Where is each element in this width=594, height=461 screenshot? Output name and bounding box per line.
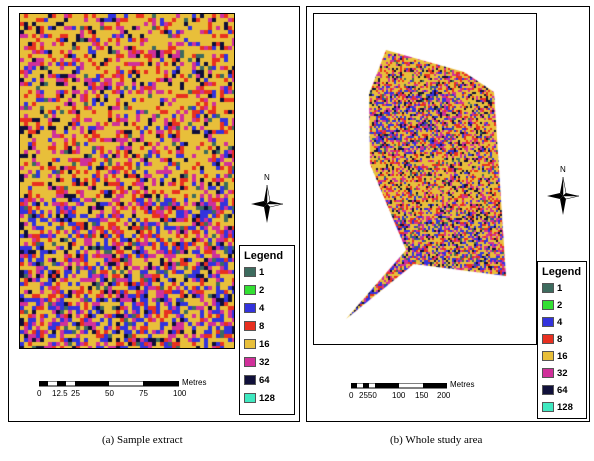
legend: Legend 1 2 4 8 16 32 64 128 (239, 245, 295, 415)
scale-tick: 25 (71, 389, 80, 398)
legend: Legend 1 2 4 8 16 32 64 128 (537, 261, 587, 419)
scale-bar-graphic (351, 383, 447, 389)
legend-title: Legend (542, 266, 582, 278)
legend-swatch (542, 385, 554, 395)
legend-swatch (542, 317, 554, 327)
legend-label: 2 (259, 284, 265, 296)
north-arrow: N (249, 173, 285, 223)
legend-item: 32 (244, 356, 270, 368)
scale-tick: 75 (139, 389, 148, 398)
legend-label: 4 (259, 302, 265, 314)
legend-swatch (244, 303, 256, 313)
sample-extract-raster (20, 14, 234, 348)
scale-tick: 150 (415, 391, 429, 400)
legend-swatch (244, 339, 256, 349)
north-label: N (264, 173, 270, 182)
panel-whole-study-area: N Legend 1 2 4 8 16 32 64 128 Metres 0 2550 100… (306, 6, 590, 422)
legend-swatch (542, 334, 554, 344)
legend-item: 4 (244, 302, 264, 314)
scale-unit: Metres (450, 380, 475, 389)
legend-label: 32 (259, 356, 270, 368)
north-arrow: N (545, 165, 581, 215)
legend-item: 1 (542, 282, 562, 294)
legend-label: 1 (259, 266, 265, 278)
legend-swatch (244, 267, 256, 277)
legend-label: 128 (557, 401, 573, 413)
legend-swatch (542, 283, 554, 293)
legend-item: 16 (542, 350, 568, 362)
whole-study-area-map (313, 13, 537, 345)
scale-tick: 200 (437, 391, 451, 400)
legend-label: 16 (259, 338, 270, 350)
legend-swatch (542, 351, 554, 361)
legend-label: 4 (557, 316, 563, 328)
caption-b: (b) Whole study area (390, 434, 483, 446)
caption-a: (a) Sample extract (102, 434, 183, 446)
north-label: N (560, 165, 566, 174)
compass-rose-icon (251, 184, 284, 223)
legend-swatch (244, 375, 256, 385)
legend-swatch (244, 393, 256, 403)
legend-title: Legend (244, 250, 284, 262)
scale-tick: 100 (392, 391, 406, 400)
legend-label: 1 (557, 282, 563, 294)
legend-item: 2 (542, 299, 562, 311)
scale-tick: 0 (349, 391, 354, 400)
scale-tick: 100 (173, 389, 187, 398)
legend-item: 8 (542, 333, 562, 345)
legend-label: 16 (557, 350, 568, 362)
compass-rose-icon (547, 176, 580, 215)
scale-bar: Metres 0 2550 100 150 200 (349, 380, 521, 407)
scale-unit: Metres (182, 378, 207, 387)
legend-swatch (244, 321, 256, 331)
legend-swatch (542, 300, 554, 310)
legend-item: 16 (244, 338, 270, 350)
legend-item: 128 (244, 392, 275, 404)
sample-extract-map (19, 13, 235, 349)
legend-swatch (542, 368, 554, 378)
legend-swatch (244, 357, 256, 367)
legend-label: 64 (557, 384, 568, 396)
legend-item: 1 (244, 266, 264, 278)
scale-tick: 50 (105, 389, 114, 398)
scale-tick: 2550 (359, 391, 377, 400)
legend-item: 4 (542, 316, 562, 328)
scale-bar: Metres 0 12.5 25 50 75 100 (37, 378, 219, 405)
legend-swatch (542, 402, 554, 412)
legend-item: 2 (244, 284, 264, 296)
legend-item: 128 (542, 401, 573, 413)
legend-item: 32 (542, 367, 568, 379)
legend-item: 8 (244, 320, 264, 332)
panel-sample-extract: N Legend 1 2 4 8 16 32 64 128 Metres 0 12.5 25 … (8, 6, 300, 422)
legend-label: 8 (259, 320, 265, 332)
legend-label: 2 (557, 299, 563, 311)
legend-item: 64 (244, 374, 270, 386)
legend-swatch (244, 285, 256, 295)
scale-bar-graphic (39, 381, 179, 387)
whole-study-area-raster (314, 14, 536, 344)
legend-label: 32 (557, 367, 568, 379)
legend-item: 64 (542, 384, 568, 396)
legend-label: 8 (557, 333, 563, 345)
legend-label: 64 (259, 374, 270, 386)
scale-tick: 0 (37, 389, 42, 398)
scale-tick: 12.5 (52, 389, 68, 398)
legend-label: 128 (259, 392, 275, 404)
